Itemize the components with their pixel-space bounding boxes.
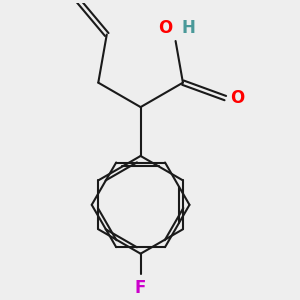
- Text: O: O: [158, 19, 173, 37]
- Text: H: H: [181, 19, 195, 37]
- Text: O: O: [230, 89, 244, 107]
- Text: F: F: [135, 279, 146, 297]
